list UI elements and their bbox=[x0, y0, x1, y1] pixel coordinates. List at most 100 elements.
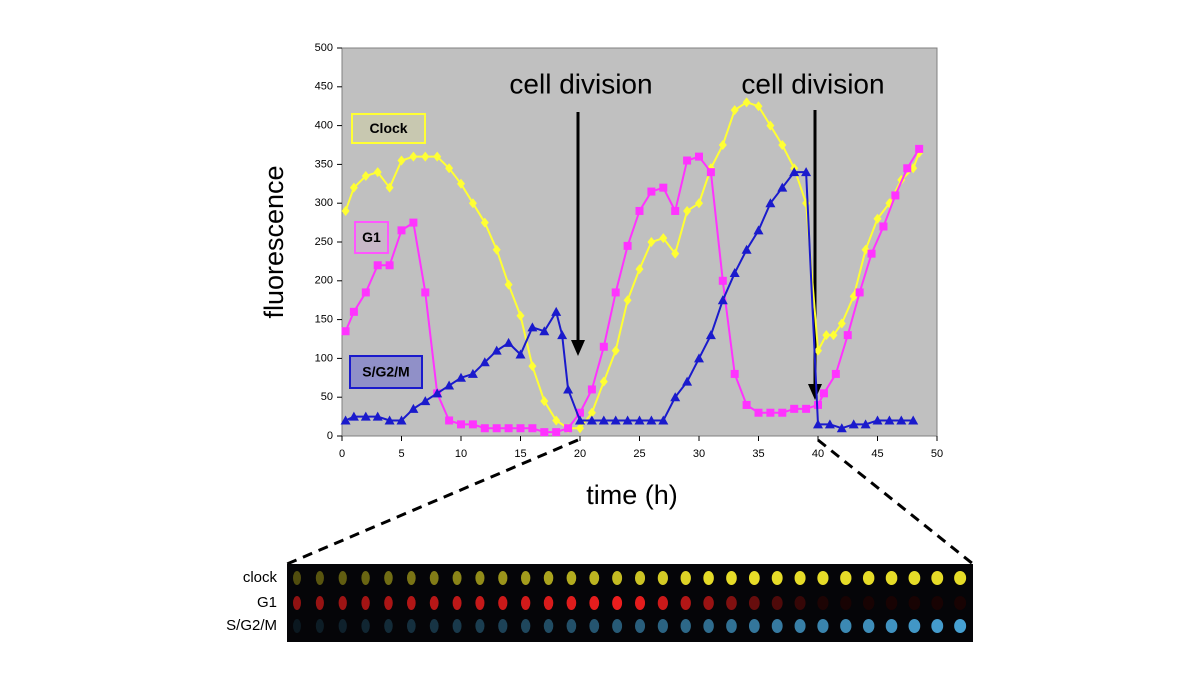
cell-nucleus bbox=[384, 596, 393, 610]
marker bbox=[766, 408, 775, 417]
y-tick-label: 100 bbox=[315, 352, 333, 364]
y-tick-label: 250 bbox=[315, 236, 333, 248]
marker bbox=[575, 415, 585, 425]
cell-nucleus bbox=[315, 596, 324, 610]
marker bbox=[647, 237, 656, 247]
marker bbox=[384, 415, 395, 425]
marker bbox=[576, 423, 584, 434]
cell-nucleus bbox=[885, 571, 898, 585]
cell-nucleus bbox=[817, 619, 829, 633]
marker bbox=[903, 164, 912, 173]
cell-nucleus bbox=[498, 596, 508, 610]
marker bbox=[813, 419, 823, 429]
cell-nucleus bbox=[771, 596, 783, 610]
marker bbox=[397, 226, 406, 235]
cell-nucleus bbox=[840, 596, 852, 610]
marker bbox=[433, 151, 442, 162]
marker bbox=[837, 318, 846, 329]
cell-nucleus bbox=[520, 619, 531, 633]
marker bbox=[836, 423, 847, 433]
marker bbox=[658, 415, 669, 425]
marker bbox=[695, 152, 703, 161]
marker bbox=[341, 205, 350, 216]
marker bbox=[515, 349, 526, 359]
marker bbox=[539, 326, 550, 336]
marker bbox=[790, 404, 799, 413]
marker bbox=[492, 244, 501, 255]
marker bbox=[896, 415, 907, 425]
marker bbox=[659, 233, 668, 244]
marker bbox=[457, 420, 465, 429]
x-tick-label: 25 bbox=[633, 448, 645, 460]
marker bbox=[373, 261, 382, 270]
marker bbox=[884, 415, 895, 425]
marker bbox=[432, 388, 443, 398]
cell-nucleus bbox=[862, 571, 875, 585]
marker bbox=[891, 191, 900, 200]
cell-nucleus bbox=[361, 596, 370, 610]
marker bbox=[915, 144, 924, 153]
cell-nucleus bbox=[703, 619, 714, 633]
cell-nucleus bbox=[338, 571, 347, 585]
marker bbox=[527, 322, 538, 332]
strip-label: G1 bbox=[257, 594, 277, 611]
arrow-head bbox=[571, 340, 585, 356]
marker bbox=[879, 222, 888, 231]
cell-nucleus bbox=[361, 619, 370, 633]
x-tick-label: 50 bbox=[931, 448, 943, 460]
marker bbox=[540, 396, 549, 407]
marker bbox=[801, 167, 812, 177]
marker bbox=[777, 182, 788, 192]
marker bbox=[340, 415, 351, 425]
cell-nucleus bbox=[726, 596, 737, 610]
annotation: cell division bbox=[509, 68, 652, 99]
marker bbox=[504, 279, 513, 290]
marker bbox=[872, 415, 883, 425]
cell-nucleus bbox=[634, 571, 646, 585]
marker bbox=[503, 337, 514, 347]
marker bbox=[551, 306, 562, 316]
x-tick-label: 40 bbox=[812, 448, 824, 460]
cell-nucleus bbox=[840, 619, 852, 633]
legend-label: Clock bbox=[369, 120, 407, 136]
y-tick-label: 200 bbox=[315, 275, 333, 287]
marker bbox=[843, 331, 852, 340]
marker bbox=[753, 225, 764, 235]
marker bbox=[635, 264, 644, 275]
marker bbox=[468, 420, 477, 429]
marker bbox=[480, 424, 489, 433]
cell-nucleus bbox=[908, 619, 921, 633]
marker bbox=[646, 415, 657, 425]
marker bbox=[706, 168, 715, 177]
cell-nucleus bbox=[589, 619, 600, 633]
cell-nucleus bbox=[612, 596, 623, 610]
x-axis-label: time (h) bbox=[586, 480, 678, 510]
marker bbox=[683, 205, 692, 216]
marker bbox=[778, 408, 787, 417]
cell-nucleus bbox=[429, 596, 439, 610]
marker bbox=[563, 384, 574, 394]
marker bbox=[855, 288, 864, 297]
marker bbox=[397, 155, 406, 166]
marker bbox=[671, 206, 680, 215]
marker bbox=[754, 408, 763, 417]
marker bbox=[829, 330, 838, 341]
marker bbox=[409, 151, 418, 162]
marker bbox=[647, 187, 656, 196]
cell-image-strip bbox=[287, 564, 973, 642]
y-tick-label: 500 bbox=[315, 42, 333, 54]
marker bbox=[480, 217, 489, 228]
marker bbox=[908, 415, 919, 425]
y-tick-label: 450 bbox=[315, 81, 333, 93]
marker bbox=[611, 288, 620, 297]
marker bbox=[867, 249, 876, 258]
y-tick-label: 0 bbox=[327, 430, 333, 442]
cell-nucleus bbox=[452, 571, 462, 585]
strip-label: clock bbox=[243, 569, 278, 586]
cell-nucleus bbox=[657, 596, 668, 610]
cell-nucleus bbox=[566, 571, 577, 585]
marker bbox=[754, 101, 763, 112]
cell-nucleus bbox=[634, 596, 646, 610]
marker bbox=[730, 369, 739, 378]
dashed-line bbox=[286, 438, 579, 566]
